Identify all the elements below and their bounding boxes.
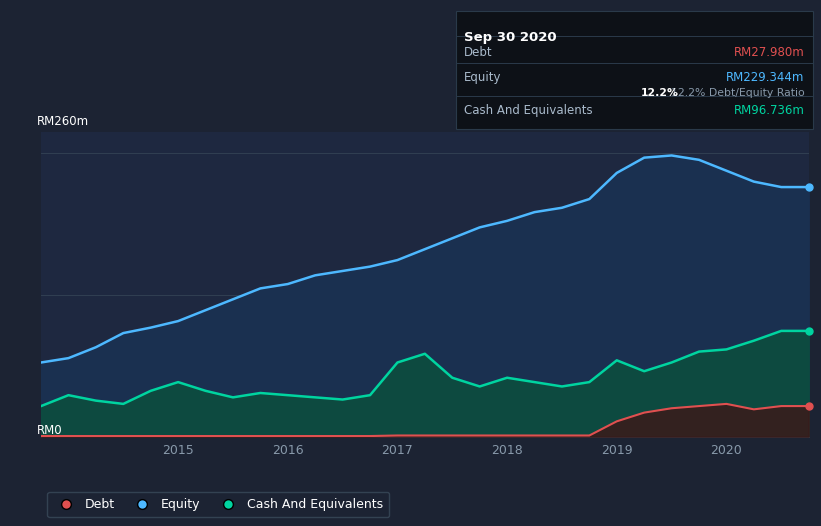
Text: Sep 30 2020: Sep 30 2020 <box>464 31 557 44</box>
Legend: Debt, Equity, Cash And Equivalents: Debt, Equity, Cash And Equivalents <box>48 492 389 517</box>
Text: RM229.344m: RM229.344m <box>727 71 805 84</box>
Text: Debt: Debt <box>464 46 493 59</box>
Text: 12.2% Debt/Equity Ratio: 12.2% Debt/Equity Ratio <box>671 88 805 98</box>
Text: Cash And Equivalents: Cash And Equivalents <box>464 104 593 117</box>
Text: 12.2%: 12.2% <box>640 88 678 98</box>
Point <box>802 402 815 410</box>
Point <box>802 183 815 191</box>
Text: Equity: Equity <box>464 71 502 84</box>
Text: RM0: RM0 <box>37 423 63 437</box>
Text: RM27.980m: RM27.980m <box>734 46 805 59</box>
Point <box>802 327 815 335</box>
Text: RM96.736m: RM96.736m <box>734 104 805 117</box>
Text: RM260m: RM260m <box>37 115 89 128</box>
